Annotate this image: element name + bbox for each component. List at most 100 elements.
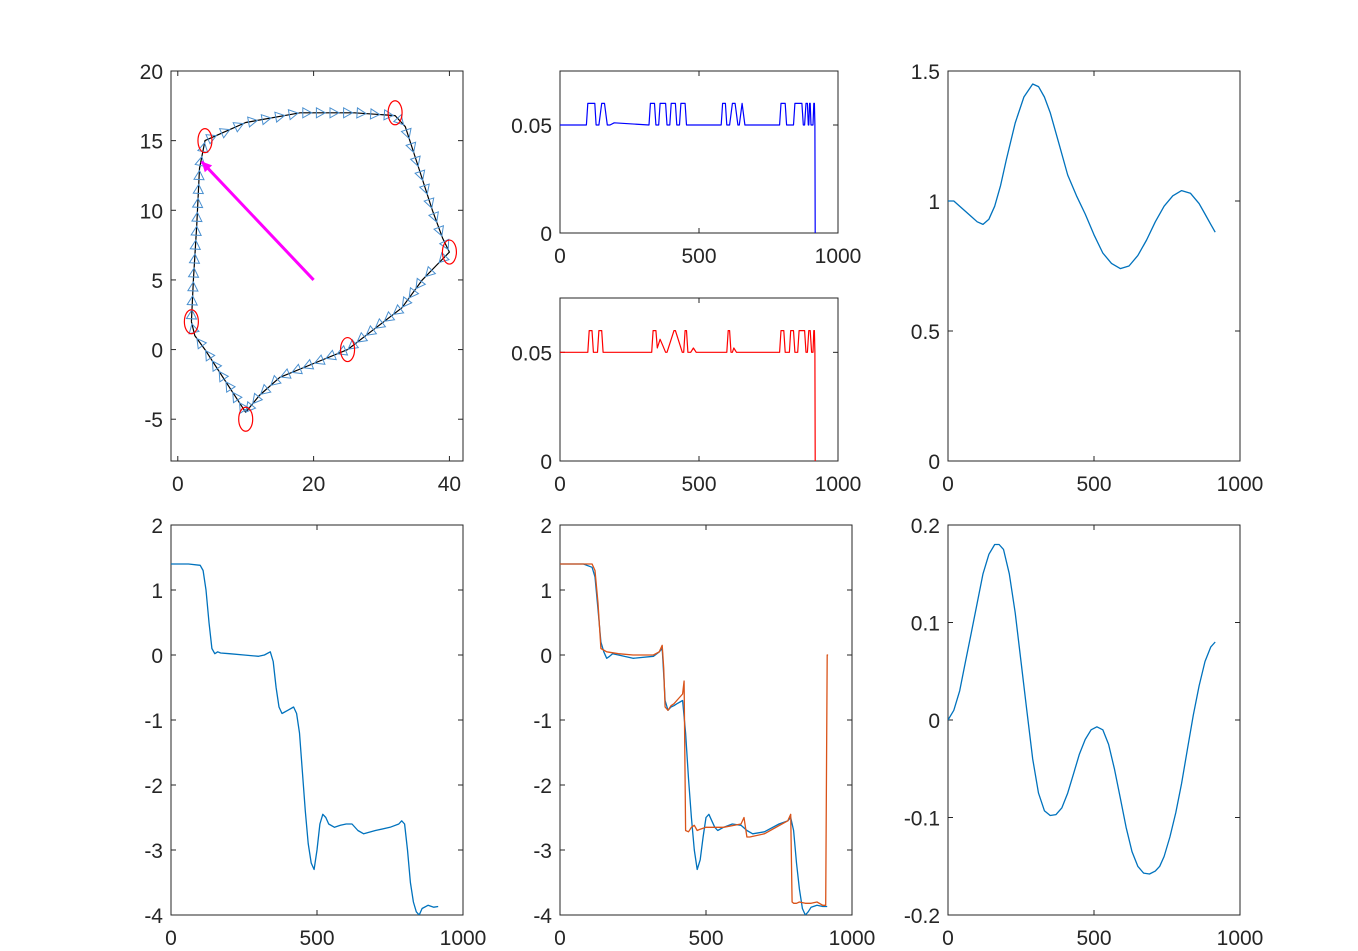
triangle-marker [415,277,427,290]
x-tick-label: 1000 [829,927,876,950]
triangle-marker [374,317,387,329]
x-tick-label: 0 [172,473,184,496]
triangle-marker [252,392,264,405]
plot-area [560,563,829,915]
y-tick-label: 0 [928,710,940,733]
triangle-marker [189,239,202,250]
waypoint-circle [339,336,356,363]
triangle-marker [356,331,369,343]
triangle-marker [185,308,198,320]
x-tick-label: 0 [554,473,566,496]
triangle-marker [218,370,230,383]
waypoint-circle [387,100,403,126]
y-tick-label: 5 [151,270,163,293]
triangle-marker [192,183,205,195]
axes-box [170,524,464,916]
triangle-marker [408,286,420,299]
plot-area [560,102,816,233]
y-tick-label: 1 [540,580,552,603]
x-tick-label: 0 [554,927,566,950]
chart-signal-red: 0 500 1000 0 0.05 [511,297,862,496]
x-tick-label: 500 [1076,927,1111,950]
axes-box [170,70,464,462]
triangle-marker [315,106,327,119]
triangle-marker [392,303,405,315]
triangle-marker [400,127,412,140]
y-tick-label: -1 [144,710,163,733]
chart-heading: 0 500 1000 -4 -3 -2 -1 0 1 2 [144,515,486,950]
waypoint-circle [183,309,199,335]
axes-box [559,297,839,462]
triangle-marker [193,169,205,181]
y-tick-label: 10 [140,200,163,223]
y-tick-label: -4 [144,905,163,928]
y-tick-label: -0.2 [904,905,940,928]
triangle-marker [409,155,421,168]
y-tick-label: 2 [151,515,163,538]
triangle-marker [291,363,303,375]
triangle-marker [188,252,201,264]
plot-area [948,83,1216,270]
y-tick-label: 0 [151,645,163,668]
triangle-marker [414,169,426,182]
triangle-marker [247,116,259,128]
triangle-marker [405,141,417,154]
triangle-marker [356,107,368,119]
y-tick-label: 20 [140,61,163,84]
waypoint-circle [441,239,458,265]
triangle-marker [190,225,202,237]
triangle-marker [302,106,313,119]
triangle-marker [270,374,282,387]
triangle-marker [427,211,439,223]
triangle-marker [302,358,315,370]
series-line [948,543,1216,875]
plot-area [183,100,458,432]
triangle-marker [313,354,326,365]
waypoint-circle [197,128,213,154]
chart-yaw-rate: 0 500 1000 -0.2 -0.1 0 0.1 0.2 [904,515,1264,950]
series-line [560,102,816,233]
x-tick-label: 0 [942,927,954,950]
triangle-marker [259,383,272,396]
triangle-marker [260,113,273,126]
triangle-marker [383,310,396,322]
waypoint-circle [238,406,254,432]
triangle-marker [401,296,413,308]
axes-box [947,70,1241,462]
triangle-marker [187,266,200,278]
y-tick-label: -2 [533,775,552,798]
triangle-marker [365,324,378,336]
triangle-marker [438,251,450,264]
triangle-marker [433,224,445,237]
x-tick-label: 0 [165,927,177,950]
x-tick-label: 40 [438,473,461,496]
y-tick-label: 0.05 [511,342,552,365]
y-tick-label: -1 [533,710,552,733]
triangle-marker [347,338,360,350]
triangle-marker [196,337,208,350]
triangle-marker [232,122,245,133]
triangle-marker [274,111,286,123]
triangle-marker [438,238,450,251]
triangle-marker [232,391,243,404]
triangle-marker [211,360,223,373]
x-tick-label: 1000 [815,473,862,496]
triangle-marker [187,280,199,292]
x-tick-label: 500 [688,927,723,950]
x-tick-label: 500 [299,927,334,950]
x-tick-label: 0 [554,245,566,268]
chart-speed-smooth: 0 500 1000 0 0.5 1 1.5 [911,61,1264,496]
plot-area [171,563,439,915]
chart-signal-blue: 0 500 1000 0 0.05 [511,70,861,268]
y-tick-label: -4 [533,905,552,928]
y-tick-label: 0.5 [911,321,940,344]
x-tick-label: 500 [1076,473,1111,496]
axes-box [559,70,839,234]
axes-box [947,524,1241,916]
y-tick-label: -3 [144,840,163,863]
x-tick-label: 500 [681,473,716,496]
triangle-marker [369,108,381,120]
triangle-marker [239,401,250,414]
series-line [560,330,816,461]
